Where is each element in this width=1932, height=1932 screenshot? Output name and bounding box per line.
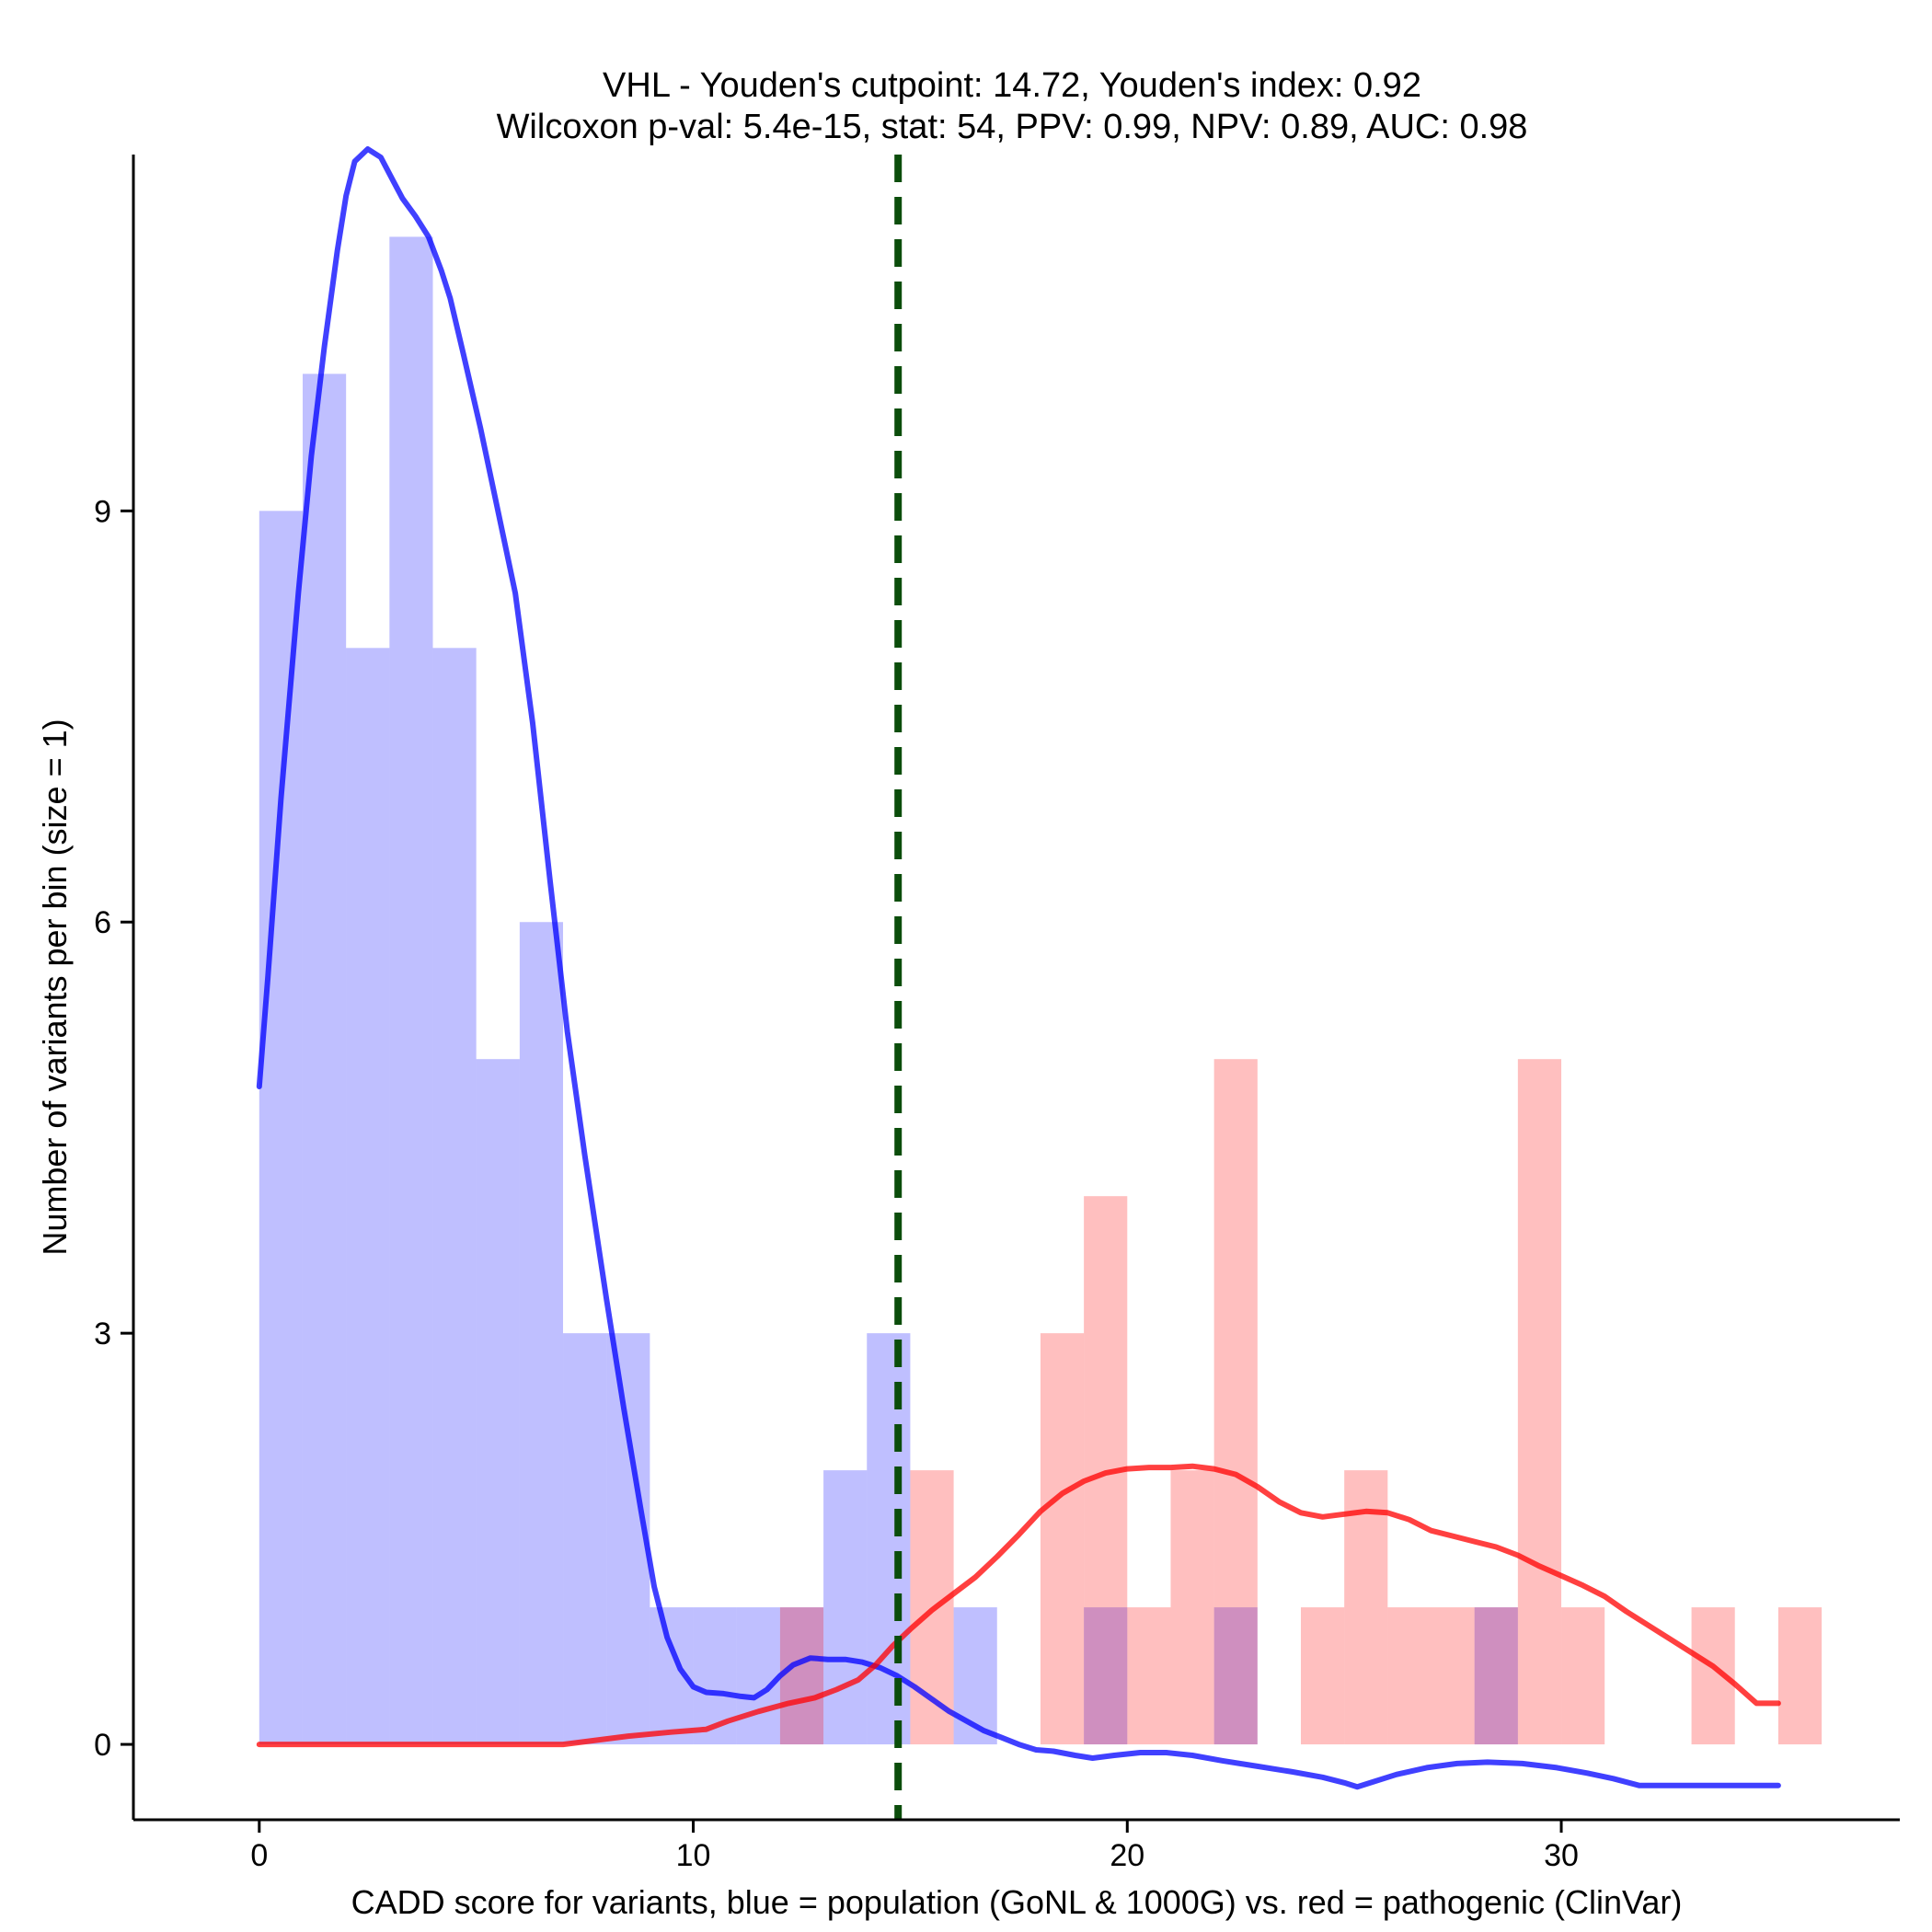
bar-population-22 [1213, 1607, 1258, 1745]
bar-population-4 [432, 648, 477, 1745]
bar-population-6 [519, 922, 564, 1745]
bar-population-11 [736, 1607, 780, 1745]
bar-population-1 [302, 374, 347, 1745]
bar-population-2 [346, 648, 390, 1745]
y-axis-ticks: 0 3 6 9 [94, 494, 133, 1763]
bar-population-5 [476, 1059, 520, 1745]
x-axis-label: CADD score for variants, blue = populati… [351, 1883, 1683, 1921]
bar-pathogenic-26 [1387, 1607, 1432, 1745]
bar-pathogenic-24 [1300, 1607, 1345, 1745]
bar-population-3 [389, 236, 433, 1745]
y-tick-label: 3 [94, 1317, 111, 1351]
density-curves [256, 146, 1781, 1790]
bar-pathogenic-18 [1040, 1333, 1085, 1745]
bar-pathogenic-12 [779, 1607, 824, 1745]
bar-population-16 [953, 1607, 997, 1745]
bar-pathogenic-20 [1127, 1607, 1171, 1745]
x-tick-label: 10 [676, 1838, 711, 1873]
y-tick-label: 9 [94, 494, 111, 529]
bar-pathogenic-28 [1474, 1607, 1518, 1745]
y-axis-label: Number of variants per bin (size = 1) [36, 719, 74, 1255]
bar-pathogenic-29 [1517, 1059, 1562, 1745]
x-axis-ticks: 0 10 20 30 [250, 1820, 1579, 1873]
pathogenic-density-line [256, 1463, 1781, 1748]
chart-title: VHL - Youden's cutpoint: 14.72, Youden's… [603, 66, 1421, 105]
bar-population-7 [563, 1333, 607, 1745]
bar-pathogenic-35 [1777, 1607, 1823, 1745]
bar-pathogenic-21 [1170, 1470, 1214, 1745]
bar-pathogenic-30 [1561, 1607, 1605, 1745]
chart-subtitle: Wilcoxon p-val: 5.4e-15, stat: 54, PPV: … [497, 108, 1528, 146]
bar-pathogenic-27 [1431, 1607, 1475, 1745]
bar-population-8 [606, 1333, 650, 1745]
population-density-line [256, 146, 1781, 1790]
bar-population-19 [1084, 1607, 1128, 1745]
bar-population-28 [1474, 1607, 1518, 1745]
bar-population-0 [259, 511, 303, 1745]
x-tick-label: 30 [1544, 1838, 1579, 1873]
bar-population-12 [779, 1607, 824, 1745]
bar-pathogenic-22 [1213, 1059, 1258, 1745]
bar-population-14 [867, 1333, 911, 1745]
bar-population-13 [823, 1470, 868, 1745]
y-tick-label: 0 [94, 1728, 111, 1763]
y-tick-label: 6 [94, 905, 111, 940]
x-tick-label: 20 [1110, 1838, 1144, 1873]
x-tick-label: 0 [250, 1838, 268, 1873]
histogram-bars [259, 236, 1823, 1745]
